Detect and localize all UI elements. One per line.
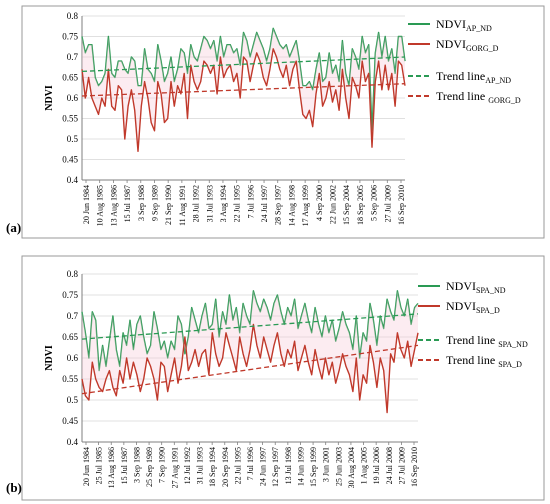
x-tick-label: 28 Jul 1992 (192, 185, 201, 222)
legend-label: NDVISPA_ND (446, 279, 506, 295)
trend-line-2 (81, 313, 419, 340)
x-tick-label: 18 Sep 1994 (208, 447, 217, 487)
x-tick-label: 24 Jun 1997 (259, 447, 268, 486)
panel-label-b: (b) (6, 480, 22, 495)
x-tick-label: 10 Aug 1985 (96, 185, 105, 226)
y-tick-label: 0.45 (62, 155, 78, 165)
legend-label: NDVISPA_D (446, 299, 500, 315)
x-tick-label: 9 Sep 1989 (150, 185, 159, 221)
legend-label: Trend line SPA_ND (446, 333, 528, 349)
x-tick-label: 15 Sep 2004 (342, 185, 351, 225)
x-tick-label: 13 Aug 1986 (107, 447, 116, 488)
x-tick-label: 7 Jul 1996 (246, 185, 255, 218)
x-tick-label: 20 Jun 1984 (82, 447, 91, 486)
trend-line-3 (81, 344, 419, 395)
legend-label: Trend line GORG_D (436, 89, 521, 105)
x-tick-label: 1 Aug 2005 (360, 447, 369, 484)
x-tick-label: 17 Aug 1999 (301, 185, 310, 226)
legend-label: Trend lineAP_ND (436, 69, 511, 85)
x-tick-label: 20 Sep 1994 (221, 447, 230, 487)
x-tick-label: 22 Jun 2002 (329, 185, 338, 224)
y-tick-label: 0.7 (67, 311, 79, 321)
chart-panel-a: 0.4 0.45 0.5 0.55 0.6 0.65 0.7 0.75 0.8 NDVI 20 Ju… (6, 5, 545, 239)
x-tick-label: 25 Sep 1989 (145, 447, 154, 487)
y-tick-label: 0.5 (67, 134, 79, 144)
x-tick-label: 3 Jun 2001 (322, 447, 331, 482)
series-band (82, 290, 418, 413)
x-tick-label: 15 Sep 1999 (309, 447, 318, 487)
x-tick-label: 3 Sep 1988 (137, 185, 146, 221)
x-tick-label: 31 Jul 1993 (196, 447, 205, 484)
y-tick-label: 0.6 (67, 93, 79, 103)
x-tick-label: 7 Jul 1996 (246, 447, 255, 480)
x-tick-label: 30 Aug 2004 (347, 447, 356, 488)
x-tick-label: 31 Jul 1993 (205, 185, 214, 222)
x-tick-label: 28 Sep 1997 (274, 185, 283, 225)
y-tick-label: 0.5 (67, 395, 79, 405)
x-tick-label: 22 Jul 1995 (233, 447, 242, 484)
chart-a-svg: 0.4 0.45 0.5 0.55 0.6 0.65 0.7 0.75 0.8 NDVI 20 Ju… (21, 5, 545, 239)
y-axis-label: NDVI (44, 345, 55, 371)
x-tick-label: 12 Sep 1997 (271, 447, 280, 487)
series-line-0 (81, 27, 406, 132)
x-tick-label: 11 Aug 1991 (178, 185, 187, 226)
y-tick-label: 0.55 (62, 374, 78, 384)
y-tick-label: 0.4 (67, 437, 79, 447)
x-tick-label: 16 Sep 2010 (410, 447, 419, 487)
legend-label: NDVIGORG_D (436, 37, 499, 53)
y-tick-label: 0.45 (62, 416, 78, 426)
y-tick-label: 0.75 (62, 290, 78, 300)
panel-label-a: (a) (6, 220, 22, 235)
x-tick-label: 24 Jul 1997 (260, 185, 269, 222)
chart-panel-b: 0.4 0.45 0.5 0.55 0.6 0.65 0.7 0.75 0.8 NDVI 20 Ju… (0, 252, 550, 504)
chart-b-svg: 0.4 0.45 0.5 0.55 0.6 0.65 0.7 0.75 0.8 NDVI 20 Ju… (21, 255, 545, 501)
x-tick-label: 14 Aug 1998 (287, 185, 296, 226)
x-tick-label: 15 Jul 1987 (120, 447, 129, 484)
series-line-1 (81, 48, 406, 153)
chart-frame (21, 5, 545, 239)
x-tick-label: 22 Jul 1995 (233, 185, 242, 222)
x-tick-label: 16 Sep 2010 (397, 185, 406, 225)
chart-frame (21, 255, 545, 501)
legend-label: Trend line SPA_D (446, 353, 522, 369)
y-tick-label: 0.8 (67, 269, 79, 279)
y-tick-label: 0.65 (62, 332, 78, 342)
y-tick-label: 0.8 (67, 11, 79, 21)
trend-line-3 (81, 83, 406, 97)
x-tick-label: 25 Jul 1985 (95, 447, 104, 484)
x-tick-label: 20 Jun 1984 (82, 185, 91, 224)
x-tick-label: 4 Sep 2000 (315, 185, 324, 221)
series-line-1 (81, 323, 419, 414)
y-tick-label: 0.4 (67, 175, 79, 185)
x-tick-label: 19 Jul 2006 (372, 447, 381, 484)
series-line-0 (81, 290, 419, 372)
x-tick-label: 18 Sep 2005 (356, 185, 365, 225)
x-tick-label: 13 Aug 1986 (109, 185, 118, 226)
y-tick-label: 0.6 (67, 353, 79, 363)
x-tick-label: 25 Jun 2003 (334, 447, 343, 486)
y-tick-label: 0.7 (67, 52, 79, 62)
x-tick-label: 3 Sep 1988 (132, 447, 141, 483)
x-tick-label: 5 Sep 2006 (370, 185, 379, 221)
x-tick-label: 7 Sep 1990 (158, 447, 167, 483)
legend-label: NDVIAP_ND (436, 17, 492, 33)
y-axis-label: NDVI (44, 85, 55, 111)
x-tick-label: 13 Jul 1998 (284, 447, 293, 484)
trend-line-2 (81, 56, 406, 73)
x-tick-label: 3 Aug 1994 (219, 185, 228, 222)
y-tick-label: 0.65 (62, 73, 78, 83)
x-tick-label: 24 Jul 2008 (385, 447, 394, 484)
y-tick-label: 0.55 (62, 114, 78, 124)
x-tick-label: 27 Aug 1991 (170, 447, 179, 488)
x-tick-label: 21 Sep 1990 (164, 185, 173, 225)
x-tick-label: 27 Jul 2009 (397, 447, 406, 484)
x-tick-label: 12 Jul 1992 (183, 447, 192, 484)
x-tick-label: 15 Jul 1987 (123, 185, 132, 222)
y-tick-label: 0.75 (62, 32, 78, 42)
x-tick-label: 27 Jul 2009 (383, 185, 392, 222)
x-tick-label: 14 Jun 1999 (296, 447, 305, 486)
